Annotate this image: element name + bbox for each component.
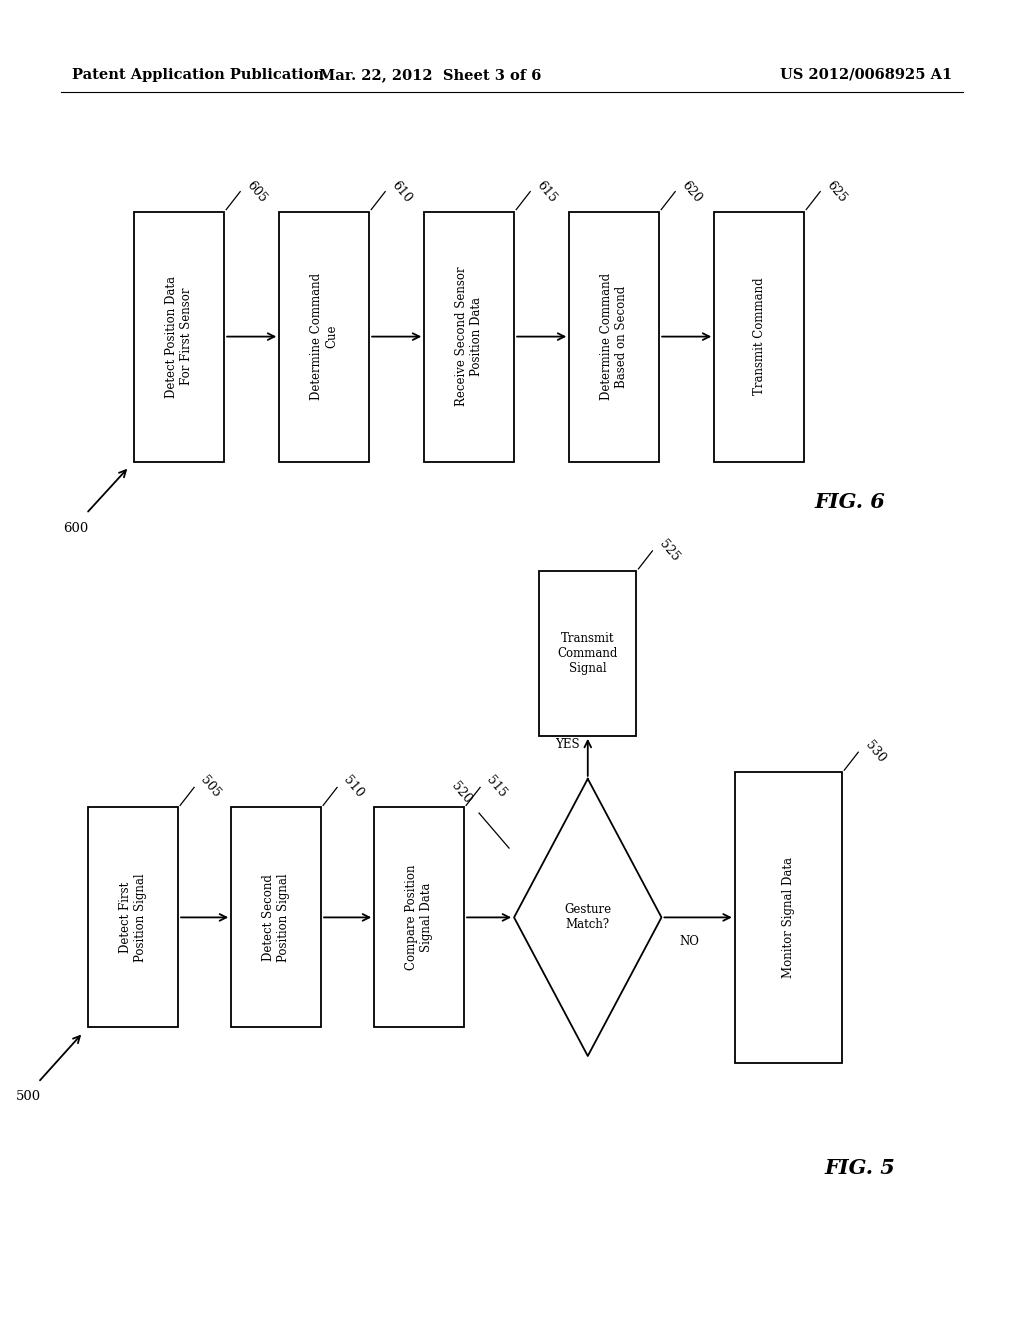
Text: Transmit Command: Transmit Command [753, 277, 766, 396]
Text: Detect Second
Position Signal: Detect Second Position Signal [262, 873, 290, 962]
Bar [735, 772, 842, 1063]
Bar [231, 808, 322, 1027]
Text: 605: 605 [244, 178, 269, 205]
Text: 615: 615 [535, 178, 559, 205]
Text: Mar. 22, 2012  Sheet 3 of 6: Mar. 22, 2012 Sheet 3 of 6 [318, 69, 542, 82]
Bar [134, 211, 224, 462]
Text: Detect First
Position Signal: Detect First Position Signal [119, 873, 147, 962]
Text: 620: 620 [679, 178, 705, 205]
Text: Compare Position
Signal Data: Compare Position Signal Data [406, 865, 433, 970]
Text: Detect Position Data
For First Sensor: Detect Position Data For First Sensor [165, 276, 194, 397]
Bar [569, 211, 659, 462]
Text: YES: YES [555, 738, 580, 751]
Text: US 2012/0068925 A1: US 2012/0068925 A1 [780, 69, 952, 82]
Text: Receive Second Sensor
Position Data: Receive Second Sensor Position Data [456, 267, 483, 407]
Text: 510: 510 [341, 774, 367, 801]
Bar [280, 211, 370, 462]
Text: Monitor Signal Data: Monitor Signal Data [782, 857, 795, 978]
Text: Determine Command
Based on Second: Determine Command Based on Second [600, 273, 628, 400]
Text: NO: NO [680, 936, 699, 948]
Bar [374, 808, 464, 1027]
Bar [424, 211, 514, 462]
Text: 505: 505 [198, 774, 223, 801]
Text: Patent Application Publication: Patent Application Publication [72, 69, 324, 82]
Text: 520: 520 [449, 780, 474, 807]
Bar [539, 570, 636, 737]
Text: Determine Command
Cue: Determine Command Cue [310, 273, 338, 400]
Text: 600: 600 [63, 521, 89, 535]
Bar [88, 808, 178, 1027]
Text: Transmit
Command
Signal: Transmit Command Signal [558, 632, 617, 675]
Text: 530: 530 [862, 739, 888, 766]
Bar [714, 211, 804, 462]
Text: FIG. 5: FIG. 5 [824, 1158, 896, 1179]
Text: 500: 500 [15, 1090, 41, 1104]
Text: 610: 610 [389, 178, 415, 205]
Text: Gesture
Match?: Gesture Match? [564, 903, 611, 932]
Text: 515: 515 [484, 774, 509, 801]
Text: FIG. 6: FIG. 6 [814, 491, 886, 512]
Text: 525: 525 [656, 537, 682, 564]
Text: 625: 625 [824, 178, 850, 205]
